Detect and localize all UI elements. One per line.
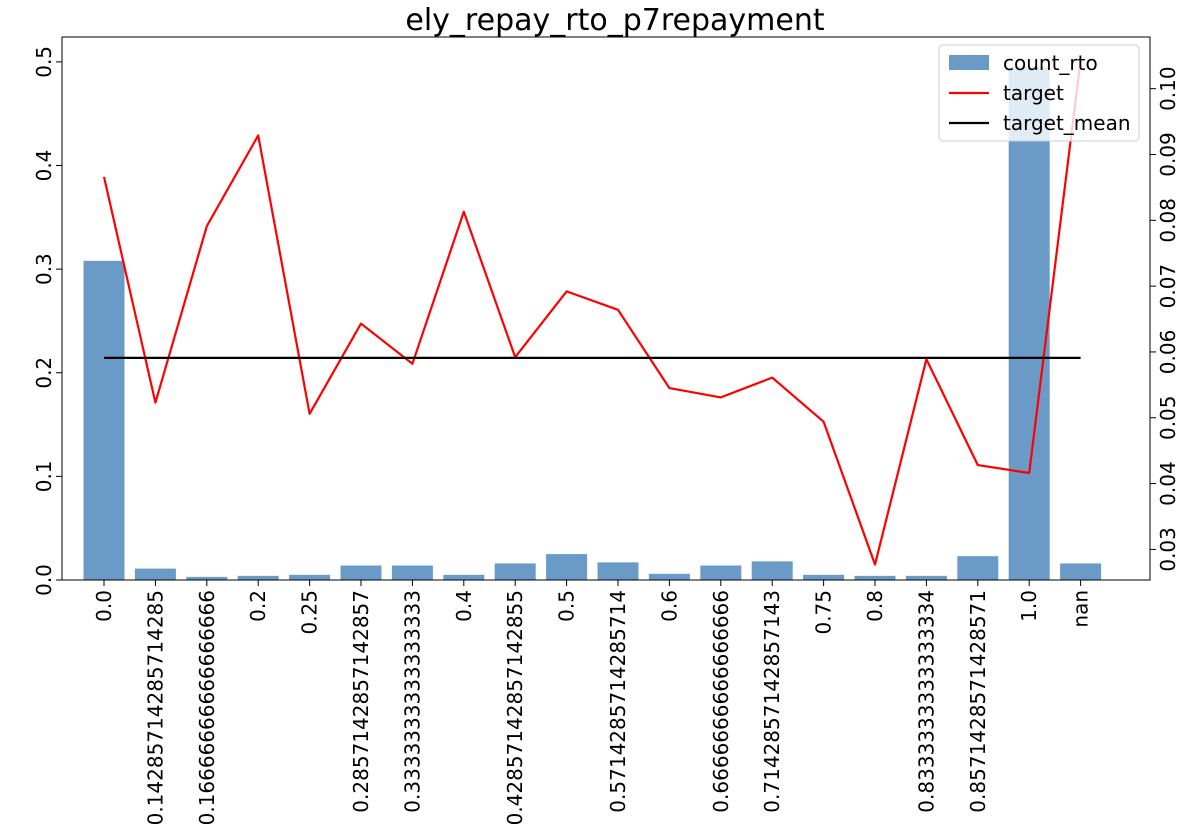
- axes: 0.0 0.1 0.2 0.3 0.4 0.5 0.03 0.04 0.05 0.06 0.07 0.…: [32, 36, 1180, 825]
- bar: [391, 565, 433, 580]
- bar: [803, 574, 845, 580]
- right-y-tick-label: 0.06: [1156, 330, 1180, 375]
- bar: [443, 574, 485, 580]
- x-tick-label: 0.16666666666666666: [195, 590, 219, 825]
- x-tick-label: 0.6666666666666666: [709, 590, 733, 813]
- x-tick-label: 0.42857142857142855: [503, 590, 527, 825]
- right-y-tick-label: 0.10: [1156, 66, 1180, 111]
- x-tick-label: 0.3333333333333333: [400, 590, 424, 813]
- bar: [648, 573, 690, 580]
- x-tick-label: 0.6: [657, 590, 681, 622]
- plot-frame: [61, 36, 1151, 581]
- x-tick-label: 0.25: [298, 590, 322, 635]
- bar: [546, 554, 588, 580]
- legend-swatch: [949, 55, 989, 70]
- x-tick-label: nan: [1069, 590, 1093, 628]
- bar: [597, 562, 639, 580]
- x-tick-label: 0.8571428571428571: [966, 590, 990, 813]
- chart-title: ely_repay_rto_p7repayment: [405, 3, 824, 38]
- x-tick-label: 0.2857142857142857: [349, 590, 373, 813]
- left-y-tick-label: 0.4: [32, 150, 56, 182]
- bar: [237, 575, 279, 580]
- x-tick-label: 1.0: [1017, 590, 1041, 622]
- x-tick-label: 0.5714285714285714: [606, 590, 630, 813]
- bar: [186, 576, 228, 580]
- bar: [1008, 67, 1050, 581]
- legend-label: count_rto: [1003, 51, 1098, 75]
- left-y-tick-label: 0.2: [32, 357, 56, 389]
- bar: [289, 574, 331, 580]
- legend-label: target: [1003, 81, 1064, 105]
- bar: [905, 575, 947, 580]
- x-tick-label: 0.2: [246, 590, 270, 622]
- bar: [83, 260, 125, 580]
- bar: [751, 561, 793, 580]
- x-tick-label: 0.0: [92, 590, 116, 622]
- x-tick-label: 0.14285714285714285: [143, 590, 167, 825]
- bar: [494, 563, 536, 580]
- bar: [340, 565, 382, 580]
- bar: [854, 575, 896, 580]
- right-y-tick-label: 0.08: [1156, 198, 1180, 243]
- left-y-tick-label: 0.1: [32, 460, 56, 492]
- bar: [134, 568, 176, 580]
- x-tick-label: 0.5: [555, 590, 579, 622]
- right-y-tick-label: 0.07: [1156, 264, 1180, 309]
- bar-series: [83, 67, 1102, 581]
- x-tick-label: 0.75: [812, 590, 836, 635]
- left-y-tick-label: 0.0: [32, 564, 56, 596]
- right-y-tick-label: 0.09: [1156, 132, 1180, 177]
- x-tick-label: 0.8333333333333334: [914, 590, 938, 813]
- bar: [700, 565, 742, 580]
- x-tick-label: 0.4: [452, 590, 476, 622]
- x-tick-label: 0.7142857142857143: [760, 590, 784, 813]
- bar: [957, 556, 999, 580]
- right-y-tick-label: 0.04: [1156, 461, 1180, 506]
- left-y-tick-label: 0.5: [32, 46, 56, 78]
- right-y-tick-label: 0.03: [1156, 527, 1180, 572]
- right-y-tick-label: 0.05: [1156, 395, 1180, 440]
- line-series: [102, 60, 1082, 566]
- series-line-target: [102, 60, 1082, 566]
- bar: [1060, 563, 1102, 580]
- legend-label: target_mean: [1003, 111, 1131, 135]
- left-y-tick-label: 0.3: [32, 253, 56, 285]
- x-tick-label: 0.8: [863, 590, 887, 622]
